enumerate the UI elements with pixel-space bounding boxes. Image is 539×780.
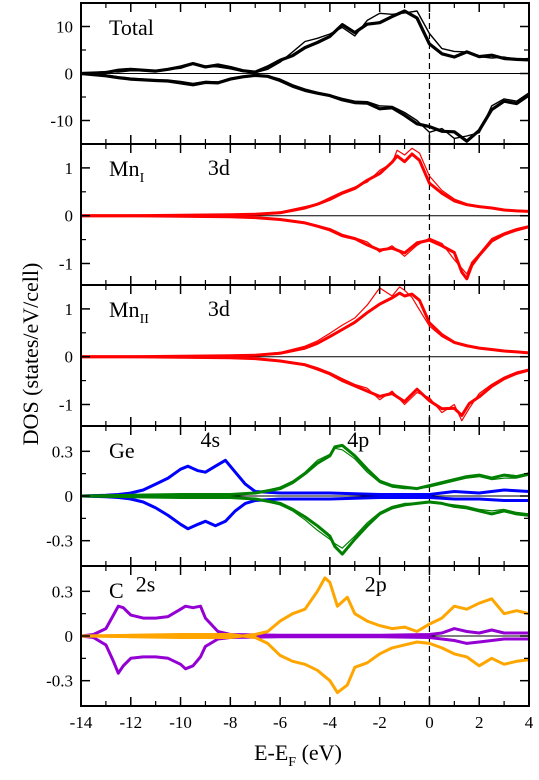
dos-curve-4 (81, 72, 529, 140)
orbital-label: 3d (208, 155, 230, 180)
panel-label: Total (109, 15, 154, 40)
y-tick-label: 0 (65, 348, 74, 367)
dos-curve-2 (81, 10, 529, 75)
dos-curve-1 (81, 291, 529, 359)
panel-label: C (109, 578, 124, 603)
x-axis-label: E-EF (eV) (254, 740, 342, 770)
dos-curve-4 (81, 447, 529, 497)
panel-label: MnII (109, 297, 149, 327)
y-tick-label: 0.3 (52, 442, 73, 461)
panel-label-text: C (109, 578, 124, 603)
x-tick-label: -8 (223, 713, 237, 732)
x-tick-label: -4 (323, 713, 338, 732)
dos-curve-6 (81, 495, 529, 549)
y-tick-label: 10 (56, 18, 73, 37)
series-group (81, 9, 529, 143)
dos-curve-2 (81, 147, 529, 217)
y-axis-label: DOS (states/eV/cell) (18, 263, 43, 446)
dos-curve-1 (81, 9, 529, 76)
x-axis-label-main: E-E (254, 740, 288, 765)
panel-label: Ge (109, 438, 135, 463)
panel-label-text: Mn (109, 297, 140, 322)
x-axis-label-unit: (eV) (296, 740, 342, 765)
x-tick-label: -14 (70, 713, 93, 732)
x-tick-label: 4 (525, 713, 534, 732)
series-group (81, 286, 529, 422)
y-tick-label: -1 (59, 254, 73, 273)
dos-curve-4 (81, 633, 529, 695)
dos-curve-1 (81, 604, 529, 638)
panel-3: 1 0 -1 MnII 3d (59, 284, 530, 427)
series-group (81, 576, 529, 695)
orbital-label: 4p (347, 427, 369, 452)
panel-label-subscript: II (140, 312, 150, 327)
y-tick-label: 0 (65, 65, 74, 84)
panel-4: 0.3 0 -0.3 Ge 4s 4p (46, 425, 530, 567)
orbital-label: 2s (136, 571, 156, 596)
panel-label-subscript: I (140, 171, 145, 186)
dos-curve-2 (81, 494, 529, 531)
dos-curve-4 (81, 215, 529, 275)
y-tick-label: -0.3 (46, 672, 73, 691)
x-tick-label: 0 (425, 713, 434, 732)
orbital-label: 2p (365, 571, 387, 596)
y-tick-label: -1 (59, 395, 73, 414)
series-group (81, 147, 529, 281)
dos-curve-3 (81, 71, 529, 143)
dos-curve-3 (81, 576, 529, 639)
panel-label-text: Mn (109, 156, 140, 181)
panel-label-text: Total (109, 15, 154, 40)
y-tick-label: 1 (65, 159, 74, 178)
x-tick-label: 2 (475, 713, 484, 732)
x-axis-label-subscript: F (288, 755, 296, 770)
x-tick-label: -6 (273, 713, 287, 732)
dos-curve-3 (81, 355, 529, 417)
y-tick-label: 0 (65, 627, 74, 646)
y-tick-label: 1 (65, 300, 74, 319)
y-tick-label: -0.3 (46, 532, 73, 551)
y-tick-label: -10 (50, 112, 73, 131)
dos-curve-3 (81, 214, 529, 281)
dos-curve-2 (81, 634, 529, 675)
y-tick-label: 0.3 (52, 582, 73, 601)
orbital-label: 3d (208, 296, 230, 321)
x-tick-label: -2 (373, 713, 387, 732)
panel-label: MnI (109, 156, 145, 186)
panel-5: -14 -12 -10 -8 -6 -4 -2 0 2 4 0.3 0 -0.3 C 2s 2p (46, 565, 534, 732)
x-tick-label: -12 (119, 713, 142, 732)
dos-curve-2 (81, 286, 529, 358)
y-tick-label: 0 (65, 487, 74, 506)
dos-curve-1 (81, 458, 529, 498)
panel-2: 1 0 -1 MnI 3d (59, 143, 530, 286)
dos-curve-4 (81, 356, 529, 422)
panel-1: 10 0 -10 Total (50, 2, 530, 145)
panel-label-text: Ge (109, 438, 135, 463)
x-tick-label: -10 (169, 713, 192, 732)
y-tick-label: 0 (65, 207, 74, 226)
orbital-label: 4s (200, 427, 220, 452)
series-group (81, 443, 529, 556)
